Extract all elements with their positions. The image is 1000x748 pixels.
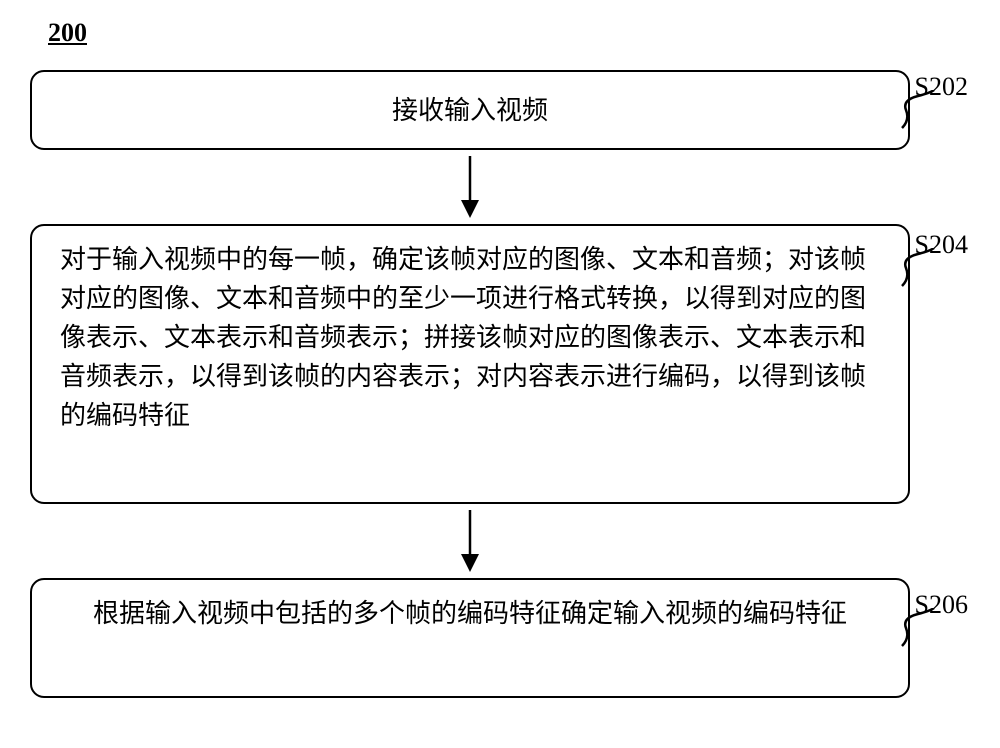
- step-text: 根据输入视频中包括的多个帧的编码特征确定输入视频的编码特征: [60, 594, 880, 633]
- step-text: 对于输入视频中的每一帧，确定该帧对应的图像、文本和音频；对该帧对应的图像、文本和…: [60, 240, 880, 435]
- flowchart-container: 接收输入视频 S202 对于输入视频中的每一帧，确定该帧对应的图像、文本和音频；…: [30, 70, 970, 698]
- step-label-s204: S204: [915, 230, 968, 260]
- step-label-s206: S206: [915, 590, 968, 620]
- step-box-s206: 根据输入视频中包括的多个帧的编码特征确定输入视频的编码特征 S206: [30, 578, 910, 698]
- step-box-s202: 接收输入视频 S202: [30, 70, 910, 150]
- arrow-2: [30, 504, 910, 578]
- step-box-s204: 对于输入视频中的每一帧，确定该帧对应的图像、文本和音频；对该帧对应的图像、文本和…: [30, 224, 910, 504]
- step-label-s202: S202: [915, 72, 968, 102]
- figure-number: 200: [48, 18, 87, 48]
- step-text: 接收输入视频: [60, 86, 880, 136]
- arrow-1: [30, 150, 910, 224]
